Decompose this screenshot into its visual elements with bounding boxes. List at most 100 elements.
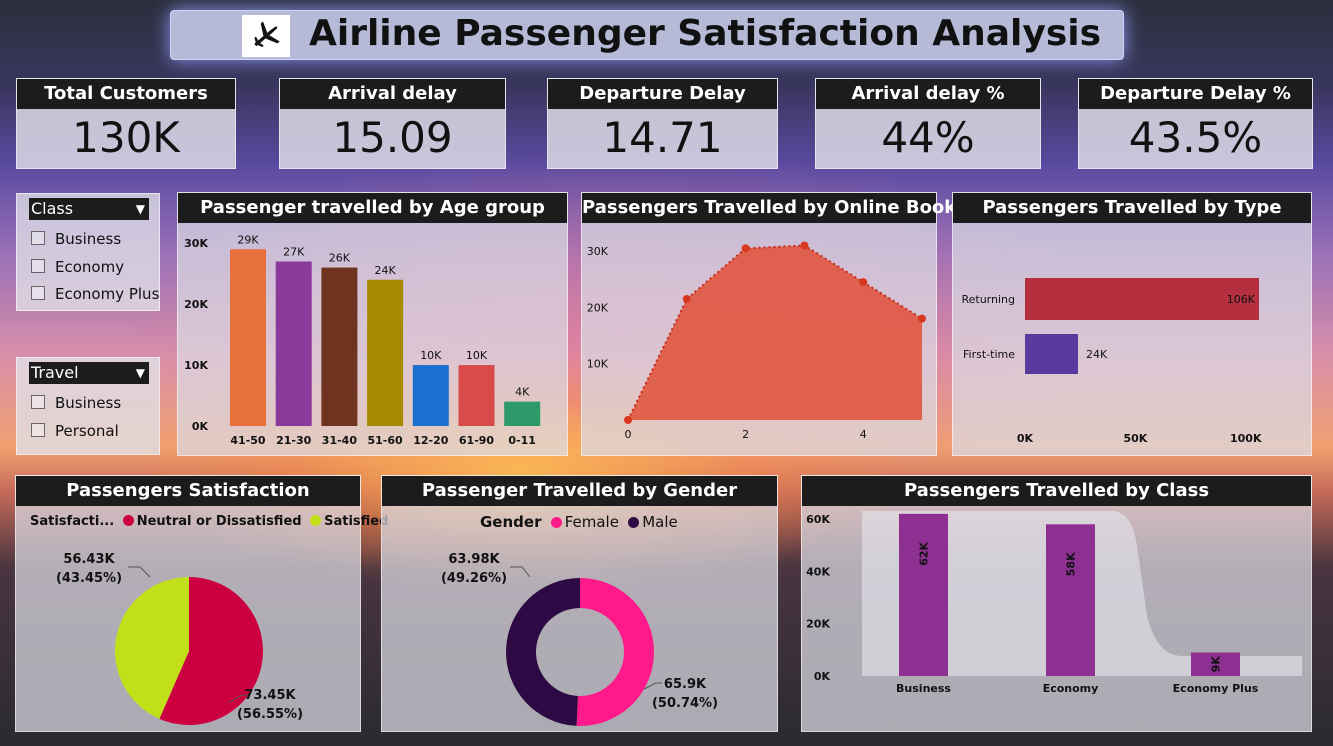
data-label: 27K	[283, 245, 305, 258]
checkbox[interactable]	[31, 259, 45, 273]
legend-swatch	[628, 517, 640, 528]
y-tick-label: 0K	[192, 420, 209, 433]
pie-slice	[505, 578, 580, 726]
slicer-option-business-travel[interactable]: Business	[31, 394, 121, 412]
class-slicer-header[interactable]: Class ▼	[29, 198, 149, 220]
x-tick-label: 0K	[1017, 432, 1034, 445]
x-tick-label: 41-50	[230, 434, 266, 447]
y-tick-label: 30K	[184, 237, 208, 250]
data-label: 58K	[1065, 552, 1078, 576]
legend-title: Satisfacti...	[30, 514, 115, 529]
data-label: 63.98K	[448, 552, 500, 567]
travel-type-chart: Passengers Travelled by Type Returning 10…	[952, 192, 1312, 456]
legend-swatch	[310, 515, 322, 526]
age-group-plot: 0K 10K 20K 30K 29K 41-50 27K 21-30 26K 31-40 24K 51…	[184, 233, 541, 447]
data-label: 24K	[374, 264, 396, 277]
x-tick-label: Economy Plus	[1173, 682, 1259, 695]
kpi-arrival-delay: Arrival delay 15.09	[279, 78, 506, 169]
y-tick-label: 20K	[806, 618, 830, 631]
slicer-option-economy-plus[interactable]: Economy Plus	[31, 285, 159, 303]
pie-slice	[576, 578, 654, 726]
bar	[230, 249, 266, 426]
airplane-icon	[242, 15, 290, 57]
percent-label: (49.26%)	[441, 571, 507, 586]
chart-title: Passengers Satisfaction	[16, 476, 360, 506]
kpi-value: 44%	[881, 113, 975, 162]
y-tick-label: 30K	[587, 245, 609, 258]
legend-item: Female	[564, 513, 619, 531]
y-tick-label: 20K	[184, 298, 208, 311]
legend-item: Male	[642, 513, 678, 531]
x-tick-label: 0	[625, 428, 632, 441]
checkbox[interactable]	[31, 231, 45, 245]
kpi-label: Arrival delay %	[816, 79, 1040, 109]
satisfaction-legend: Satisfacti... Neutral or Dissatisfied Sa…	[30, 514, 388, 529]
x-tick-label: 61-90	[459, 434, 495, 447]
gender-chart: Passenger Travelled by Gender Gender Fem…	[381, 475, 778, 732]
legend-swatch	[550, 517, 562, 528]
legend-item: Satisfied	[324, 514, 389, 529]
slicer-option-personal-travel[interactable]: Personal	[31, 422, 119, 440]
online-booking-chart: Passengers Travelled by Online Booking 1…	[581, 192, 988, 456]
percent-label: (50.74%)	[652, 696, 718, 711]
data-point	[682, 294, 691, 303]
chevron-down-icon[interactable]: ▼	[135, 366, 145, 380]
data-point	[918, 314, 926, 323]
online-booking-plot: 10K 20K 30K 0 2 4	[587, 241, 926, 441]
chart-title: Passenger Travelled by Gender	[382, 476, 777, 506]
category-label: Returning	[961, 293, 1015, 306]
kpi-departure-delay: Departure Delay 14.71	[547, 78, 778, 169]
bar	[1025, 278, 1259, 320]
data-label: 65.9K	[664, 677, 707, 692]
chart-title: Passengers Travelled by Type	[953, 193, 1311, 223]
chart-title: Passenger travelled by Age group	[178, 193, 567, 223]
data-label: 24K	[1086, 348, 1108, 361]
category-label: First-time	[963, 348, 1015, 361]
gender-plot: 65.9K (50.74%) 63.98K (49.26%)	[441, 552, 718, 726]
checkbox[interactable]	[31, 395, 45, 409]
slicer-option-economy[interactable]: Economy	[31, 258, 124, 276]
bar	[412, 365, 449, 426]
data-label: 26K	[329, 252, 351, 265]
checkbox[interactable]	[31, 423, 45, 437]
percent-label: (56.55%)	[237, 707, 303, 722]
option-label: Business	[55, 230, 122, 248]
x-tick-label: 51-60	[368, 434, 404, 447]
x-tick-label: 0-11	[508, 434, 536, 447]
chevron-down-icon[interactable]: ▼	[135, 202, 145, 216]
travel-slicer-header[interactable]: Travel ▼	[29, 362, 149, 384]
title-bar: Airline Passenger Satisfaction Analysis	[170, 10, 1124, 60]
slicer-option-business[interactable]: Business	[31, 230, 121, 248]
class-slicer: Class ▼ Business Economy Economy Plus	[16, 193, 160, 311]
kpi-value: 14.71	[602, 113, 723, 162]
data-label: 29K	[237, 233, 259, 246]
class-chart: Passengers Travelled by Class 0K 20K 40K 60…	[801, 475, 1312, 732]
area-fill	[628, 245, 922, 420]
x-tick-label: 100K	[1230, 432, 1262, 445]
option-label: Economy Plus	[55, 285, 160, 303]
pie-slice	[114, 577, 189, 719]
kpi-label: Departure Delay %	[1079, 79, 1312, 109]
data-label: 73.45K	[244, 688, 296, 703]
x-tick-label: 12-20	[413, 434, 449, 447]
bar	[458, 365, 495, 426]
kpi-value: 43.5%	[1128, 113, 1263, 162]
kpi-departure-delay-percent: Departure Delay % 43.5%	[1078, 78, 1313, 169]
x-tick-label: 31-40	[322, 434, 358, 447]
checkbox[interactable]	[31, 286, 45, 300]
data-label: 106K	[1227, 293, 1256, 306]
bar	[1046, 524, 1095, 676]
data-label: 62K	[918, 541, 931, 565]
pie-slice	[159, 577, 263, 725]
bar	[367, 279, 404, 426]
kpi-total-customers: Total Customers 130K	[16, 78, 236, 169]
data-point	[800, 241, 809, 250]
x-tick-label: Business	[896, 682, 951, 695]
x-tick-label: 2	[742, 428, 749, 441]
leader-line	[128, 566, 151, 578]
data-point	[859, 278, 868, 287]
bar	[1025, 334, 1078, 374]
travel-slicer: Travel ▼ Business Personal	[16, 357, 160, 455]
y-tick-label: 20K	[587, 301, 609, 314]
kpi-value: 15.09	[332, 113, 453, 162]
